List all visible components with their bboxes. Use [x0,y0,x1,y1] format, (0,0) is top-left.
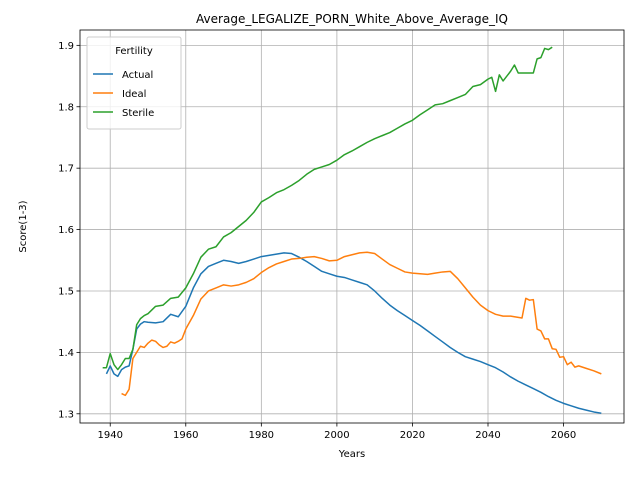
x-tick-label: 1980 [249,430,274,441]
x-axis-label: Years [338,449,365,460]
chart-title: Average_LEGALIZE_PORN_White_Above_Averag… [196,12,508,26]
plot-area-frame [79,29,625,424]
series-line-sterile [102,46,553,371]
series-line-ideal [121,251,602,397]
series-lines [102,46,602,414]
legend-items: Actual Ideal Sterile [93,70,154,119]
x-tick-label: 2040 [475,430,500,441]
x-tick-label: 2020 [400,430,425,441]
legend-label-ideal: Ideal [122,89,146,100]
x-axis-ticks: 1940 1960 1980 2000 2020 2040 2060 [97,423,576,441]
x-tick-label: 1960 [173,430,198,441]
x-tick-label: 1940 [97,430,122,441]
series-line-actual [105,252,602,414]
y-tick-label: 1.9 [58,41,74,52]
y-tick-label: 1.8 [58,102,74,113]
y-tick-label: 1.6 [58,225,74,236]
y-tick-label: 1.7 [58,164,74,175]
y-axis-ticks: 1.3 1.4 1.5 1.6 1.7 1.8 1.9 [58,41,80,420]
legend-box [86,36,182,130]
x-tick-label: 2060 [551,430,576,441]
legend: Fertility Actual Ideal Sterile [86,36,182,130]
y-tick-label: 1.4 [58,348,74,359]
y-tick-label: 1.5 [58,286,74,297]
grid [80,30,624,423]
y-tick-label: 1.3 [58,409,74,420]
legend-title: Fertility [115,46,153,57]
x-tick-label: 2000 [324,430,349,441]
legend-label-sterile: Sterile [122,108,154,119]
y-axis-label: Score(1-3) [18,200,29,252]
legend-label-actual: Actual [122,70,153,81]
